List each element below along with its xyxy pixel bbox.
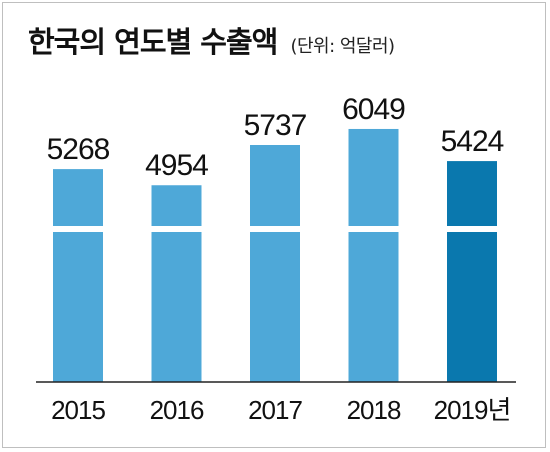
bar-2019년 xyxy=(447,161,497,226)
bar-2019년-lower xyxy=(447,232,497,382)
bar-2015-lower xyxy=(53,232,103,382)
bar-2016 xyxy=(151,185,202,226)
bar-2018-lower xyxy=(348,232,399,382)
value-label-2019년: 5424 xyxy=(441,125,504,158)
x-tick-label-2019년: 2019년 xyxy=(434,395,511,425)
bar-2018 xyxy=(348,128,399,226)
chart-title-block: 한국의 연도별 수출액 (단위: 억달러) xyxy=(28,22,395,67)
bar-2015 xyxy=(53,169,103,226)
x-tick-label-2017: 2017 xyxy=(248,395,302,425)
value-label-2017: 5737 xyxy=(244,109,307,142)
chart-unit: (단위: 억달러) xyxy=(290,36,395,57)
value-label-2018: 6049 xyxy=(342,93,405,126)
x-tick-label-2016: 2016 xyxy=(150,395,204,425)
value-label-2015: 5268 xyxy=(47,133,110,166)
x-tick-label-2015: 2015 xyxy=(51,395,105,425)
value-label-2016: 4954 xyxy=(145,149,208,182)
chart-title: 한국의 연도별 수출액 xyxy=(28,25,278,59)
x-tick-label-2018: 2018 xyxy=(347,395,401,425)
bar-2016-lower xyxy=(151,232,202,382)
bar-2017-lower xyxy=(250,232,300,382)
bar-2017 xyxy=(250,145,300,226)
